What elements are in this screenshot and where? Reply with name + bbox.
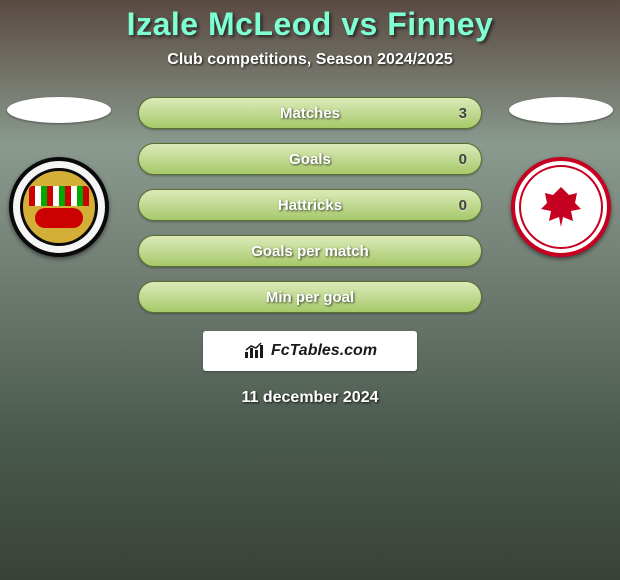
stat-label: Goals per match — [251, 243, 369, 260]
header: Izale McLeod vs Finney Club competitions… — [0, 0, 620, 69]
stat-row-goals-per-match: Goals per match — [138, 235, 482, 267]
stat-label: Matches — [280, 105, 340, 122]
club-badge-wrexham — [9, 157, 109, 257]
stat-row-min-per-goal: Min per goal — [138, 281, 482, 313]
player-left — [4, 97, 114, 257]
footer-logo-text: FcTables.com — [271, 342, 377, 360]
main-content: Matches 3 Goals 0 Hattricks 0 Goals per … — [0, 97, 620, 407]
stat-value-right: 0 — [459, 197, 467, 214]
player-silhouette-right — [509, 97, 613, 123]
chart-icon — [243, 342, 265, 360]
wrexham-stripes-icon — [29, 186, 89, 206]
player-right — [506, 97, 616, 257]
stats-list: Matches 3 Goals 0 Hattricks 0 Goals per … — [138, 97, 482, 313]
date-label: 11 december 2024 — [0, 389, 620, 407]
stat-value-right: 3 — [459, 105, 467, 122]
stat-label: Goals — [289, 151, 331, 168]
stat-row-hattricks: Hattricks 0 — [138, 189, 482, 221]
footer-logo[interactable]: FcTables.com — [203, 331, 417, 371]
page-title: Izale McLeod vs Finney — [0, 6, 620, 43]
wrexham-dragon-icon — [35, 208, 83, 228]
club-badge-crewe — [511, 157, 611, 257]
stat-value-right: 0 — [459, 151, 467, 168]
stat-row-goals: Goals 0 — [138, 143, 482, 175]
stat-row-matches: Matches 3 — [138, 97, 482, 129]
player-silhouette-left — [7, 97, 111, 123]
stat-label: Min per goal — [266, 289, 354, 306]
page-subtitle: Club competitions, Season 2024/2025 — [0, 51, 620, 69]
stat-label: Hattricks — [278, 197, 342, 214]
